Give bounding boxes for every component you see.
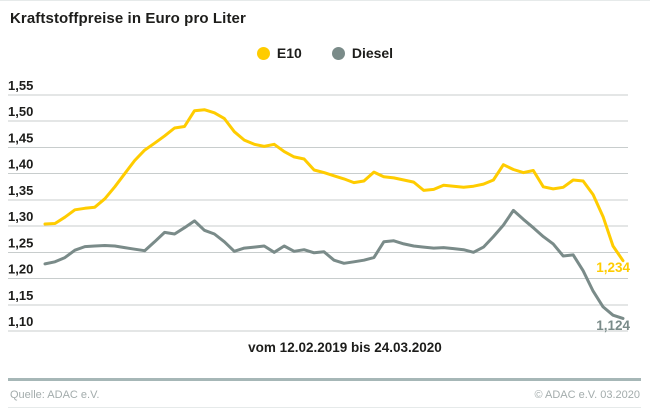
footer-divider [8, 378, 641, 381]
y-tick-label: 1,25 [8, 235, 33, 250]
price-line-chart: 1,55 1,50 1,45 1,40 1,35 1,30 1,25 1,20 1,15 1,10… [8, 78, 630, 333]
y-tick-label: 1,40 [8, 157, 33, 172]
y-tick-label: 1,45 [8, 130, 33, 145]
end-value-label-e10: 1,234 [596, 260, 630, 275]
top-divider [0, 0, 650, 1]
legend-item-diesel: Diesel [331, 45, 394, 61]
series-line-diesel [43, 208, 625, 320]
legend-label-diesel: Diesel [351, 45, 394, 61]
y-tick-label: 1,30 [8, 209, 33, 224]
y-tick-label: 1,10 [8, 314, 33, 329]
source-note: Quelle: ADAC e.V. [10, 389, 100, 401]
chart-title: Kraftstoffpreise in Euro pro Liter [10, 10, 246, 27]
legend-label-e10: E10 [276, 45, 302, 61]
y-tick-label: 1,55 [8, 78, 33, 93]
series-lines: 1,234 1,124 [43, 108, 630, 333]
footer: Quelle: ADAC e.V. © ADAC e.V. 03.2020 [10, 389, 640, 401]
series-line-e10 [43, 108, 625, 263]
y-tick-label: 1,50 [8, 104, 33, 119]
y-tick-label: 1,15 [8, 288, 33, 303]
bottom-divider [8, 407, 641, 408]
chart-legend: E10 Diesel [0, 45, 650, 61]
e10-dot-icon [256, 46, 270, 60]
gridlines [8, 94, 628, 332]
diesel-dot-icon [331, 46, 345, 60]
y-tick-label: 1,35 [8, 183, 33, 198]
legend-item-e10: E10 [256, 45, 302, 61]
y-axis-labels: 1,55 1,50 1,45 1,40 1,35 1,30 1,25 1,20 1,15 1,10 [8, 78, 33, 329]
end-value-label-diesel: 1,124 [596, 318, 630, 333]
x-axis-range-label: vom 12.02.2019 bis 24.03.2020 [248, 340, 442, 355]
copyright-note: © ADAC e.V. 03.2020 [534, 389, 640, 401]
y-tick-label: 1,20 [8, 262, 33, 277]
